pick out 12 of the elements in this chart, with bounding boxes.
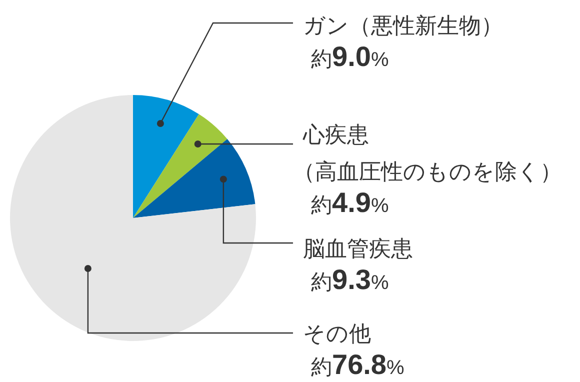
data-label: 約9.0% [311,41,389,72]
pie-slice [133,95,199,218]
slice-label: 心疾患（高血圧性のものを除く） [293,122,562,184]
data-label: 約4.9% [311,186,389,218]
pie-slice [133,139,256,218]
data-label: 約76.8% [311,349,404,380]
pie-slice [10,95,256,341]
slice-label: その他 [303,321,371,346]
pie-slice [133,114,228,218]
slice-label: 脳血管疾患 [303,236,413,261]
slice-label: ガン（悪性新生物） [303,13,503,38]
data-label: 約9.3% [311,264,389,295]
